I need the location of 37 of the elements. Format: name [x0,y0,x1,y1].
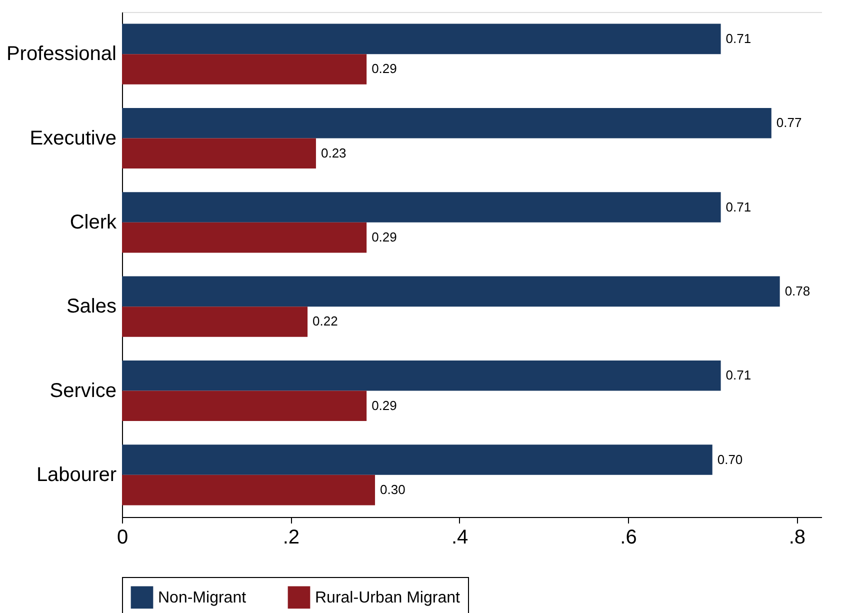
bar [122,444,712,475]
data-label: 0.29 [372,230,397,245]
x-tick-label: 0 [116,526,128,548]
bar [122,54,367,84]
bar [122,138,316,169]
bar [122,276,780,307]
y-tick-label: Clerk [70,211,118,234]
data-label: 0.29 [372,398,397,413]
bar [122,474,376,506]
x-tick-label: .4 [452,526,468,548]
y-tick-label: Service [50,380,116,402]
data-label: 0.30 [380,482,406,498]
y-tick-label: Professional [6,43,116,66]
bar [122,360,721,391]
x-tick-label: .2 [282,526,300,548]
x-tick-label: .6 [620,526,637,548]
data-label: 0.70 [717,452,743,467]
data-label: 0.71 [726,30,752,46]
data-label: 0.23 [320,145,346,160]
data-label: 0.78 [784,283,810,298]
legend-label: Non-Migrant [158,589,247,606]
y-tick-label: Executive [30,127,116,150]
data-label: 0.77 [776,115,802,130]
y-tick-label: Labourer [36,464,117,486]
bar [122,306,308,337]
bar [122,192,721,222]
x-tick-label: .8 [788,526,806,548]
legend-label: Rural-Urban Migrant [315,589,460,606]
bar [122,24,721,54]
bar [122,390,367,422]
y-tick-label: Sales [66,296,116,318]
data-label: 0.71 [726,199,752,214]
bar [122,108,772,138]
data-label: 0.22 [312,314,338,329]
data-label: 0.71 [726,368,752,383]
bar [122,222,367,253]
data-label: 0.29 [372,61,397,76]
